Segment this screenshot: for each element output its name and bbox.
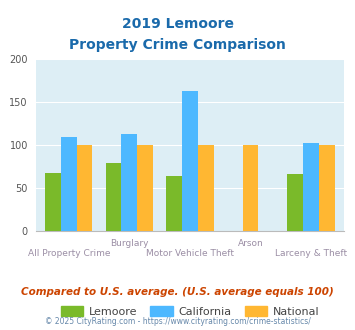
Text: Motor Vehicle Theft: Motor Vehicle Theft [146, 249, 234, 258]
Bar [166, 176, 182, 231]
Bar [61, 137, 77, 231]
Bar [198, 145, 214, 231]
Text: Compared to U.S. average. (U.S. average equals 100): Compared to U.S. average. (U.S. average … [21, 287, 334, 297]
Bar [319, 145, 335, 231]
Legend: Lemoore, California, National: Lemoore, California, National [56, 302, 323, 321]
Text: Burglary: Burglary [110, 239, 149, 248]
Bar [288, 174, 303, 231]
Bar [242, 145, 258, 231]
Bar [182, 91, 198, 231]
Text: Larceny & Theft: Larceny & Theft [275, 249, 347, 258]
Bar [77, 145, 92, 231]
Bar [303, 143, 319, 231]
Bar [106, 163, 121, 231]
Text: Property Crime Comparison: Property Crime Comparison [69, 38, 286, 52]
Text: Arson: Arson [237, 239, 263, 248]
Bar [121, 134, 137, 231]
Text: All Property Crime: All Property Crime [28, 249, 110, 258]
Bar [137, 145, 153, 231]
Bar [45, 173, 61, 231]
Text: © 2025 CityRating.com - https://www.cityrating.com/crime-statistics/: © 2025 CityRating.com - https://www.city… [45, 317, 310, 326]
Text: 2019 Lemoore: 2019 Lemoore [121, 16, 234, 30]
